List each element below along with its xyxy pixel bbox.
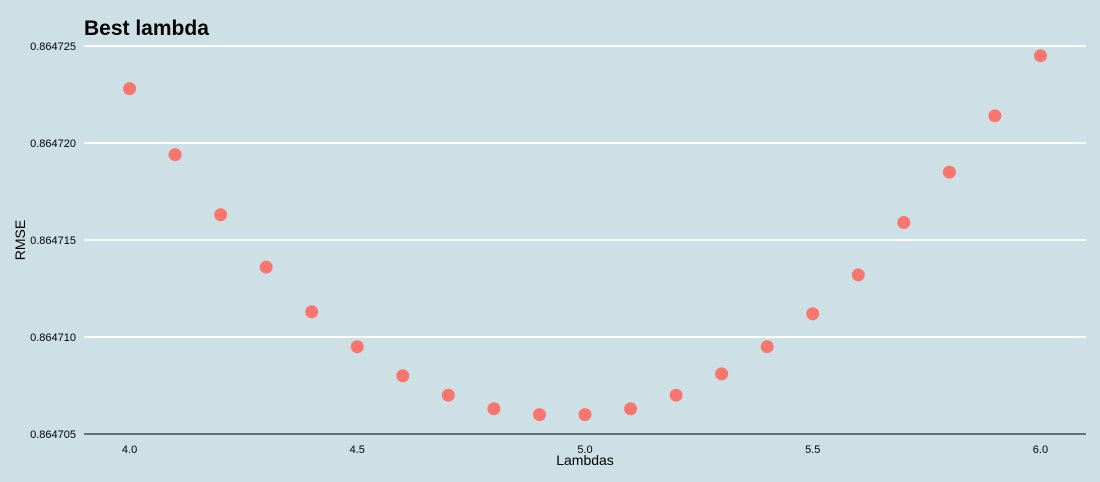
y-axis-ticks: 0.864705 0.864710 0.864715 0.864720 0.864725 — [30, 41, 76, 441]
data-point — [168, 148, 182, 162]
data-point — [305, 305, 319, 319]
data-point — [942, 165, 956, 179]
data-point — [897, 216, 911, 230]
y-tick-label: 0.864725 — [30, 41, 76, 53]
x-tick-label: 5.5 — [805, 444, 820, 456]
data-point — [806, 307, 820, 321]
data-point — [441, 388, 455, 402]
x-tick-label: 5.0 — [577, 444, 592, 456]
data-point — [214, 208, 228, 222]
data-point — [715, 367, 729, 381]
y-tick-label: 0.864720 — [30, 138, 76, 150]
data-point — [350, 340, 364, 354]
x-tick-label: 6.0 — [1033, 444, 1048, 456]
data-point — [988, 109, 1002, 123]
data-point — [259, 260, 273, 274]
data-point — [532, 408, 546, 422]
x-axis-label: Lambdas — [556, 452, 614, 468]
y-tick-label: 0.864710 — [30, 332, 76, 344]
x-axis-ticks: 4.0 4.5 5.0 5.5 6.0 — [122, 444, 1048, 456]
x-tick-label: 4.0 — [122, 444, 137, 456]
y-axis-label: RMSE — [12, 220, 28, 260]
y-tick-label: 0.864705 — [30, 429, 76, 441]
gridlines — [84, 45, 1086, 338]
data-point — [851, 268, 865, 282]
data-point — [487, 402, 501, 416]
x-tick-label: 4.5 — [350, 444, 365, 456]
data-points — [123, 49, 1047, 422]
data-point — [396, 369, 410, 383]
data-point — [669, 388, 683, 402]
data-point — [123, 82, 137, 96]
data-point — [1033, 49, 1047, 63]
chart-title: Best lambda — [84, 17, 209, 40]
data-point — [624, 402, 638, 416]
data-point — [578, 408, 592, 422]
data-point — [760, 340, 774, 354]
y-tick-label: 0.864715 — [30, 235, 76, 247]
